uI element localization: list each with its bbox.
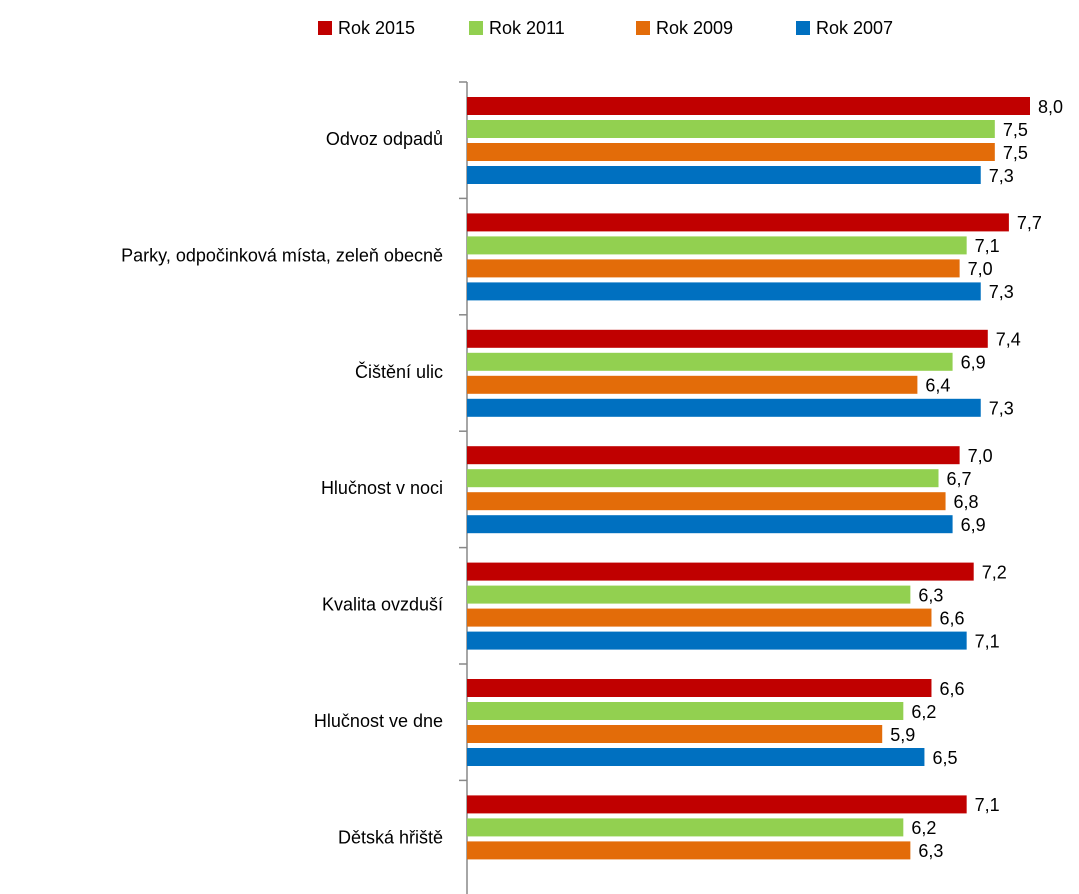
category-label: Hlučnost v noci — [321, 478, 443, 498]
value-label: 7,1 — [975, 236, 1000, 256]
value-label: 7,2 — [982, 562, 1007, 582]
value-label: 6,3 — [918, 585, 943, 605]
legend-label: Rok 2011 — [489, 18, 565, 38]
value-label: 7,0 — [968, 446, 993, 466]
value-label: 6,9 — [961, 515, 986, 535]
value-label: 7,3 — [989, 399, 1014, 419]
legend-label: Rok 2015 — [338, 18, 415, 38]
value-label: 6,5 — [932, 748, 957, 768]
bar — [467, 748, 925, 766]
bar — [467, 702, 904, 720]
legend-label: Rok 2009 — [656, 18, 733, 38]
bar — [467, 841, 911, 860]
value-label: 6,2 — [911, 702, 936, 722]
category-label: Hlučnost ve dne — [314, 711, 443, 731]
bar — [467, 259, 960, 278]
value-label: 5,9 — [890, 725, 915, 745]
bar — [467, 282, 981, 301]
category-label: Parky, odpočinková místa, zeleň obecně — [121, 245, 443, 265]
category-label: Dětská hřiště — [338, 827, 443, 847]
bar — [467, 469, 939, 488]
value-label: 6,8 — [954, 492, 979, 512]
value-label: 7,1 — [975, 795, 1000, 815]
bar — [467, 725, 883, 743]
category-label: Čištění ulic — [355, 361, 443, 382]
bar — [467, 608, 932, 627]
legend-swatch — [469, 21, 483, 35]
value-label: 7,5 — [1003, 120, 1028, 140]
legend-swatch — [318, 21, 332, 35]
value-label: 6,3 — [918, 841, 943, 861]
category-label: Odvoz odpadů — [326, 129, 443, 149]
bar — [467, 213, 1009, 232]
legend-label: Rok 2007 — [816, 18, 893, 38]
bar — [467, 166, 981, 184]
value-label: 6,9 — [961, 353, 986, 373]
legend-swatch — [636, 21, 650, 35]
bar — [467, 795, 967, 814]
value-label: 6,7 — [947, 469, 972, 489]
bar — [467, 97, 1030, 115]
category-label: Kvalita ovzduší — [322, 595, 443, 615]
bar — [467, 446, 960, 465]
value-label: 6,6 — [939, 679, 964, 699]
value-label: 6,4 — [925, 376, 950, 396]
value-label: 7,1 — [975, 631, 1000, 651]
bar — [467, 329, 988, 348]
bar — [467, 375, 918, 394]
value-label: 6,6 — [939, 608, 964, 628]
bar — [467, 398, 981, 417]
value-label: 7,5 — [1003, 143, 1028, 163]
bar — [467, 562, 974, 581]
bar — [467, 679, 932, 697]
value-label: 8,0 — [1038, 97, 1063, 117]
bar — [467, 585, 911, 604]
legend-swatch — [796, 21, 810, 35]
value-label: 7,3 — [989, 166, 1014, 186]
value-label: 7,3 — [989, 282, 1014, 302]
value-label: 7,0 — [968, 259, 993, 279]
bar — [467, 143, 995, 161]
value-label: 7,7 — [1017, 213, 1042, 233]
bar — [467, 236, 967, 255]
bar — [467, 515, 953, 534]
bar — [467, 492, 946, 511]
bar — [467, 120, 995, 138]
value-label: 7,4 — [996, 330, 1021, 350]
bar — [467, 818, 904, 837]
bar — [467, 631, 967, 650]
bar — [467, 352, 953, 371]
value-label: 6,2 — [911, 818, 936, 838]
